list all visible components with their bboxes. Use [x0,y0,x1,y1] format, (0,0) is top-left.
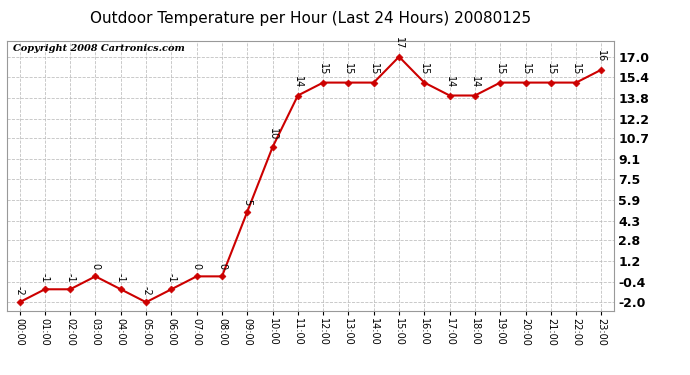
Text: 15: 15 [318,63,328,76]
Text: 5: 5 [242,199,253,205]
Text: 15: 15 [420,63,429,76]
Text: -2: -2 [141,285,151,295]
Text: -1: -1 [65,273,75,282]
Text: -1: -1 [40,273,50,282]
Text: 15: 15 [571,63,581,76]
Text: 0: 0 [90,263,101,269]
Text: -1: -1 [166,273,177,282]
Text: 0: 0 [192,263,201,269]
Text: -2: -2 [14,285,25,295]
Text: -1: -1 [116,273,126,282]
Text: 15: 15 [495,63,505,76]
Text: 15: 15 [344,63,353,76]
Text: 14: 14 [293,76,303,88]
Text: Outdoor Temperature per Hour (Last 24 Hours) 20080125: Outdoor Temperature per Hour (Last 24 Ho… [90,11,531,26]
Text: 15: 15 [520,63,531,76]
Text: Copyright 2008 Cartronics.com: Copyright 2008 Cartronics.com [13,44,185,53]
Text: 15: 15 [546,63,556,76]
Text: 14: 14 [470,76,480,88]
Text: 10: 10 [268,128,277,140]
Text: 15: 15 [368,63,379,76]
Text: 17: 17 [394,38,404,50]
Text: 0: 0 [217,263,227,269]
Text: 14: 14 [444,76,455,88]
Text: 16: 16 [596,51,607,63]
